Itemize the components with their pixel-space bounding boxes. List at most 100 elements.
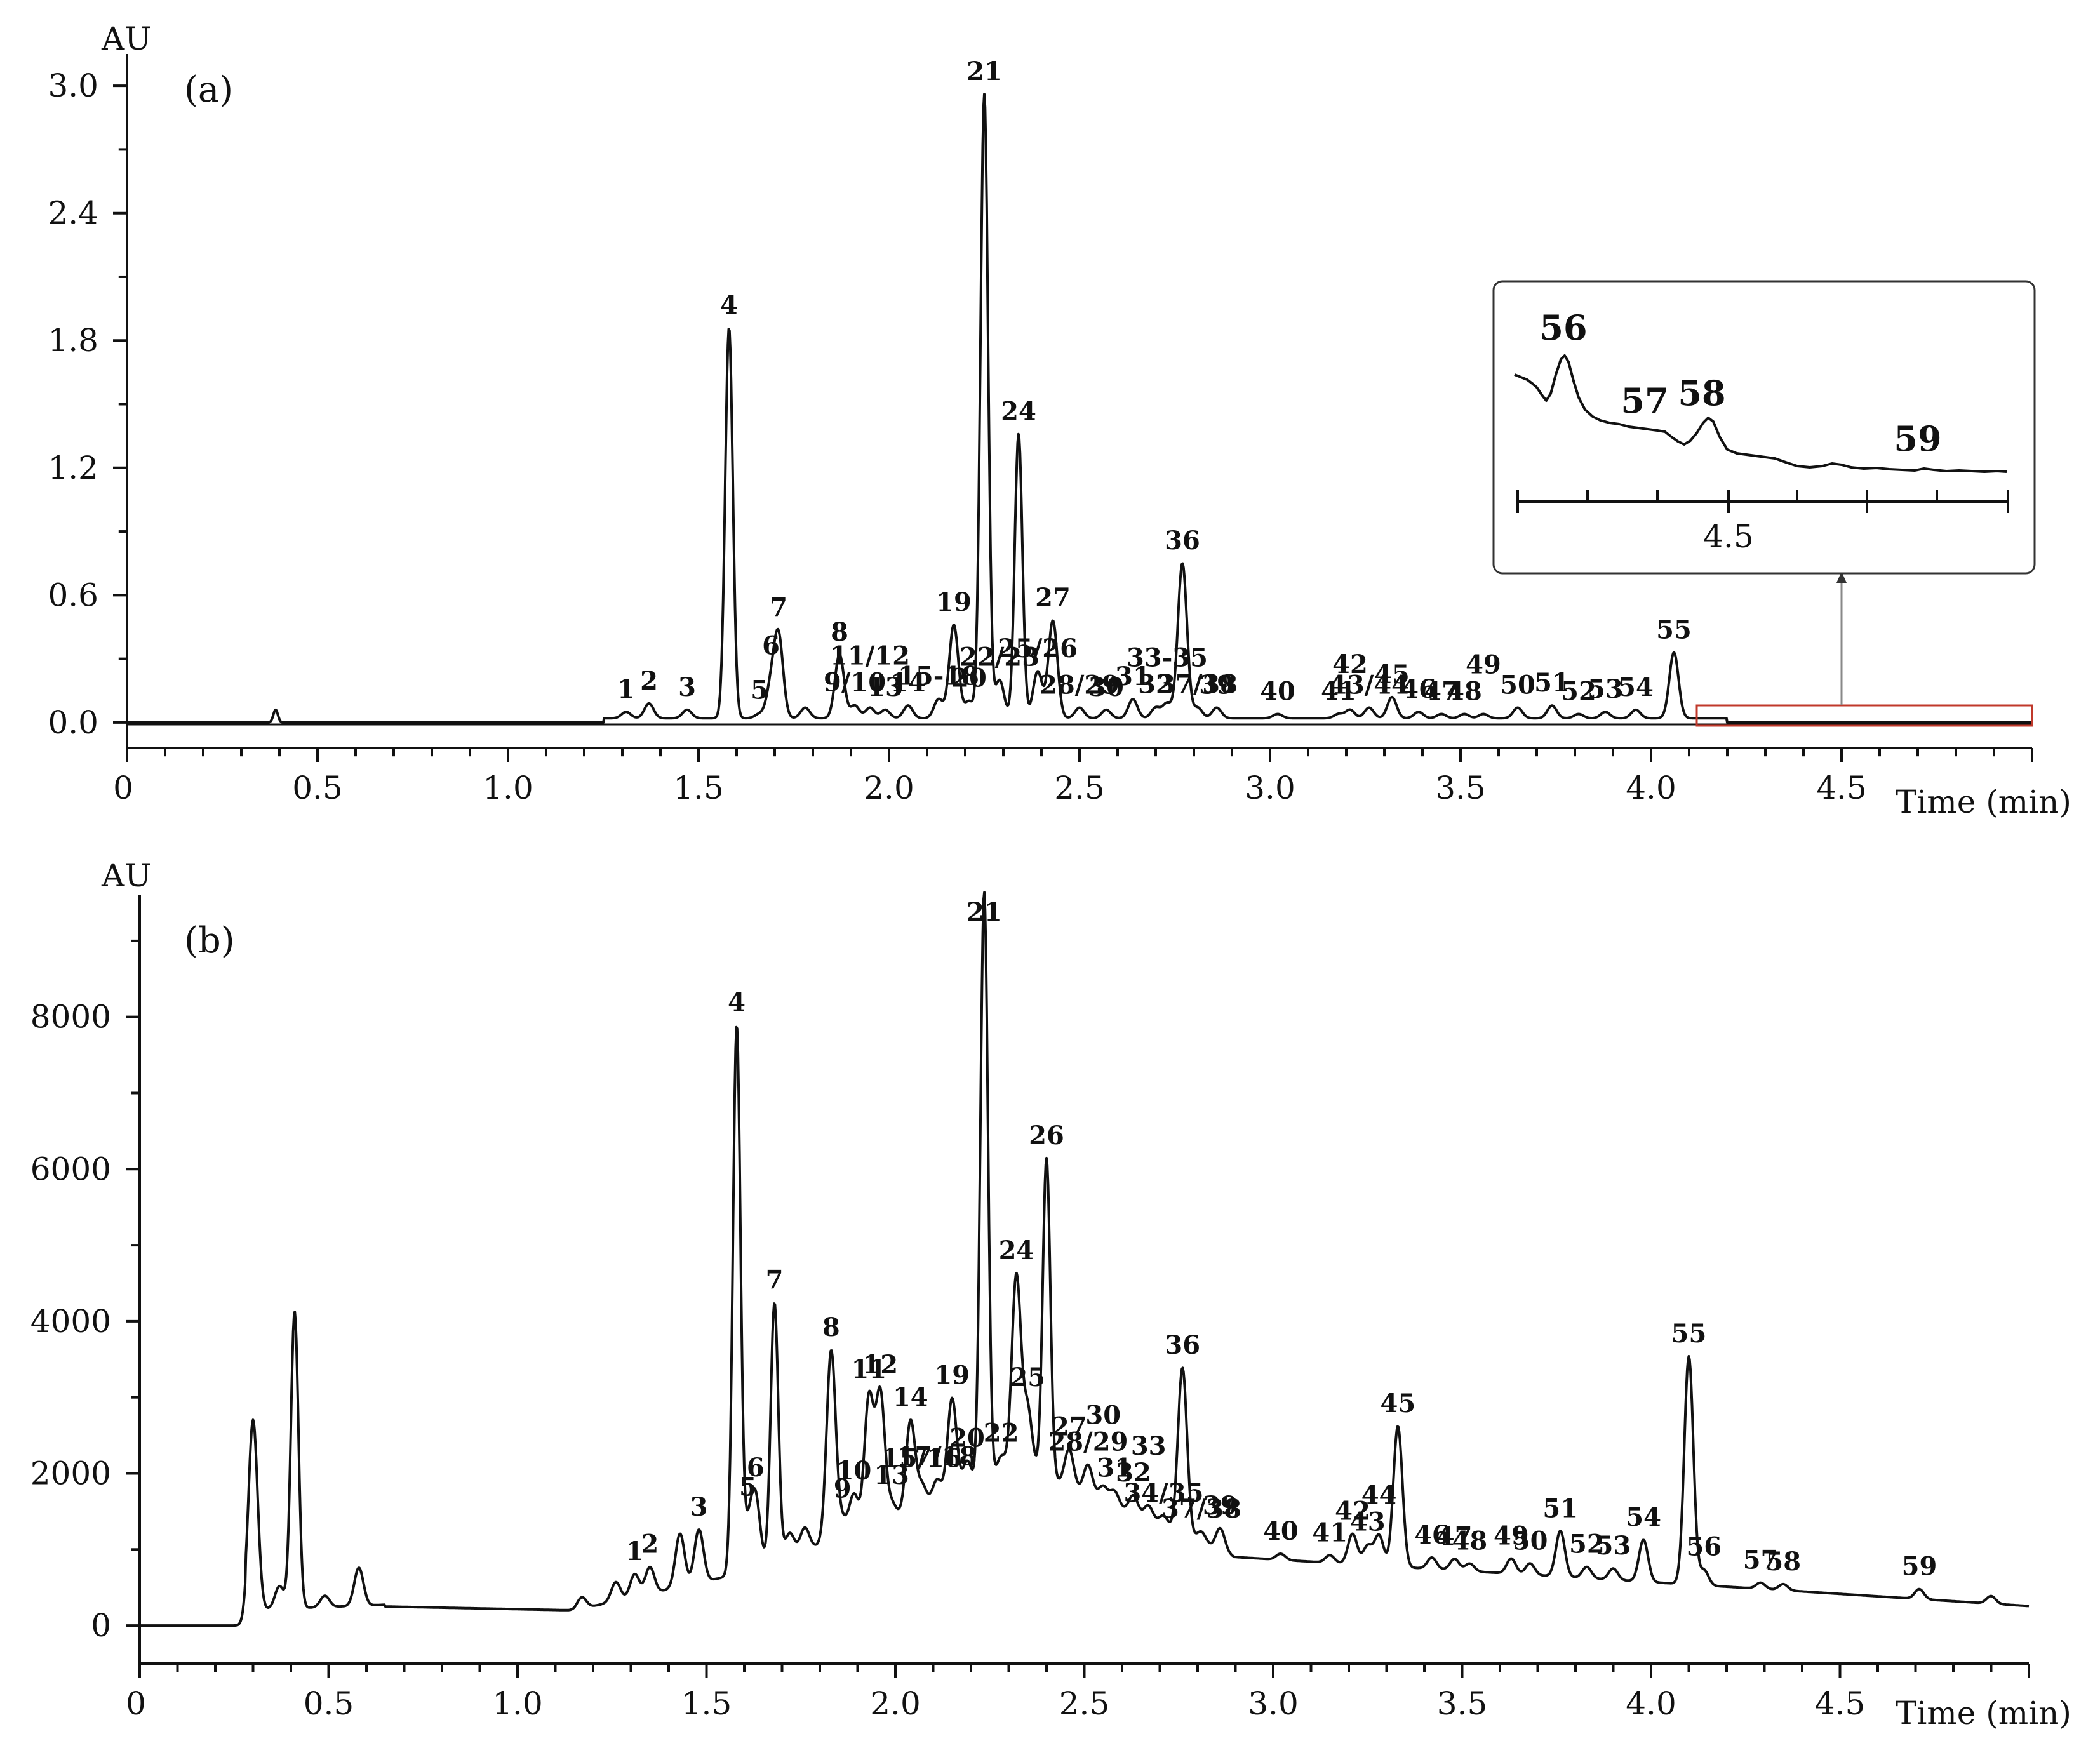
a-peak-label: 21 (966, 57, 1002, 86)
b-peak-label: 46 (1414, 1520, 1450, 1550)
a-peak-label: 5 (751, 675, 768, 705)
panel-b-y-unit: AU (101, 857, 151, 894)
b-peak-label: 3 (690, 1492, 708, 1522)
a-peak-label: 7 (770, 593, 787, 623)
b-y-tick-label: 8000 (30, 999, 111, 1036)
a-y-tick-label: 1.8 (48, 322, 98, 359)
b-peak-label: 2 (641, 1530, 659, 1559)
b-peak-label: 43 (1350, 1507, 1386, 1537)
b-peak-label: 12 (862, 1350, 898, 1380)
b-y-tick-label: 6000 (30, 1151, 111, 1187)
b-peak-label: 48 (1452, 1526, 1488, 1556)
b-peak-label: 59 (1902, 1552, 1937, 1582)
a-peak-label: 36 (1165, 526, 1200, 556)
a-peak-label: 9/10 (824, 668, 886, 698)
a-peak-label: 14 (890, 668, 926, 698)
a-peak-label: 47 (1424, 677, 1459, 707)
a-x-tick-label: 4.5 (1816, 770, 1867, 806)
b-x-tick-label: 0 (126, 1685, 146, 1722)
b-peak-label: 42 (1335, 1496, 1370, 1526)
a-x-tick-label: 1.5 (673, 770, 724, 806)
inset-trace (1514, 354, 2007, 473)
a-peak-label: 40 (1260, 677, 1295, 707)
b-y-tick-label: 4000 (30, 1303, 111, 1340)
a-peak-label: 45 (1374, 660, 1410, 690)
b-peak-label: 32 (1116, 1458, 1151, 1488)
a-peak-label: 41 (1321, 676, 1356, 706)
panel-a-trace (126, 93, 2033, 724)
b-x-tick-label: 4.5 (1815, 1685, 1866, 1722)
b-peak-label: 15/16 (882, 1443, 962, 1473)
a-peak-label: 53 (1588, 674, 1623, 704)
b-x-tick-label: 4.0 (1626, 1685, 1676, 1722)
b-peak-label: 26 (1029, 1121, 1064, 1151)
b-peak-label: 55 (1671, 1319, 1707, 1349)
panel-b-x-title: Time (min) (1896, 1695, 2071, 1732)
a-peak-label: 39 (1199, 670, 1234, 700)
panel-a-label: (a) (184, 69, 233, 110)
panel-b-x-ticks: 0 0.5 1.0 1.5 2.0 2.5 3.0 3.5 4.0 4.5 (126, 1664, 2030, 1722)
b-y-tick-label: 2000 (30, 1455, 111, 1491)
b-peak-label: 14 (893, 1382, 928, 1412)
inset-label-58: 58 (1678, 373, 1725, 413)
a-peak-label: 42 (1332, 650, 1368, 679)
panel-b-y-ticks: 0 2000 4000 6000 8000 (30, 939, 140, 1644)
panel-a-x-title: Time (min) (1896, 784, 2071, 820)
b-x-tick-label: 1.5 (681, 1685, 732, 1722)
a-peak-label: 2 (640, 666, 658, 696)
b-peak-label: 30 (1085, 1401, 1121, 1431)
panel-a-x-ticks: 0 0.5 1.0 1.5 2.0 2.5 3.0 3.5 4.0 4.5 (113, 748, 2033, 806)
a-peak-label: 15-18 (898, 662, 979, 691)
a-peak-label: 27 (1035, 583, 1071, 613)
b-x-tick-label: 2.5 (1059, 1685, 1110, 1722)
inset-label-56: 56 (1539, 307, 1587, 348)
a-x-tick-label: 3.0 (1245, 770, 1295, 806)
b-x-tick-label: 3.0 (1248, 1685, 1299, 1722)
inset-ticks (1516, 490, 2009, 513)
a-x-tick-label: 4.0 (1626, 770, 1676, 806)
a-peak-label: 43/44 (1329, 670, 1409, 700)
panel-a-peak-labels: 1 2 3456789/1011/12131415-1819202122/23242… (617, 57, 1692, 706)
panel-a: AU (a) 0 0.5 1.0 1.5 2.0 2.5 3.0 3.5 4.0 4.5 0.00… (48, 20, 2071, 820)
a-peak-label: 22/23 (960, 643, 1040, 672)
b-peak-label: 4 (728, 987, 746, 1017)
panel-a-zoom-box (1695, 704, 2033, 727)
panel-a-y-unit: AU (101, 20, 151, 57)
b-peak-label: 51 (1542, 1493, 1578, 1523)
a-peak-label: 8 (831, 617, 848, 647)
b-peak-label: 19 (934, 1361, 970, 1391)
a-y-tick-label: 2.4 (48, 195, 98, 232)
b-peak-label: 41 (1312, 1518, 1348, 1547)
a-peak-label: 31 (1115, 662, 1151, 691)
a-peak-label: 13 (867, 672, 903, 702)
b-peak-label: 9 (834, 1474, 852, 1504)
a-x-tick-label: 0.5 (292, 770, 343, 806)
a-peak-label: 30 (1088, 672, 1124, 702)
a-peak-label: 25/26 (998, 634, 1078, 664)
b-peak-label: 49 (1494, 1521, 1529, 1551)
b-peak-label: 34/35 (1123, 1478, 1203, 1508)
inset-label-59: 59 (1894, 418, 1941, 459)
a-x-tick-label: 3.5 (1435, 770, 1486, 806)
a-peak-label: 20 (951, 664, 987, 693)
b-peak-label: 22 (984, 1418, 1019, 1448)
b-peak-label: 50 (1513, 1526, 1548, 1556)
b-peak-label: 45 (1381, 1389, 1416, 1418)
a-peak-label: 54 (1618, 672, 1654, 702)
a-peak-label: 24 (1001, 396, 1036, 426)
b-peak-label: 44 (1361, 1481, 1397, 1511)
b-peak-label: 25 (1010, 1363, 1045, 1392)
b-peak-label: 21 (966, 897, 1002, 927)
a-peak-label: 46 (1401, 674, 1436, 704)
b-peak-label: 10 (836, 1456, 872, 1486)
a-peak-label: 11/12 (830, 641, 910, 671)
b-peak-label: 8 (822, 1312, 840, 1342)
panel-b-label: (b) (184, 920, 235, 961)
a-peak-label: 28/29 (1040, 670, 1120, 700)
a-y-tick-label: 0.0 (48, 704, 98, 741)
b-peak-label: 58 (1765, 1547, 1801, 1577)
b-peak-label: 11 (852, 1354, 887, 1384)
a-y-tick-label: 3.0 (48, 67, 98, 104)
a-peak-label: 6 (762, 631, 780, 660)
